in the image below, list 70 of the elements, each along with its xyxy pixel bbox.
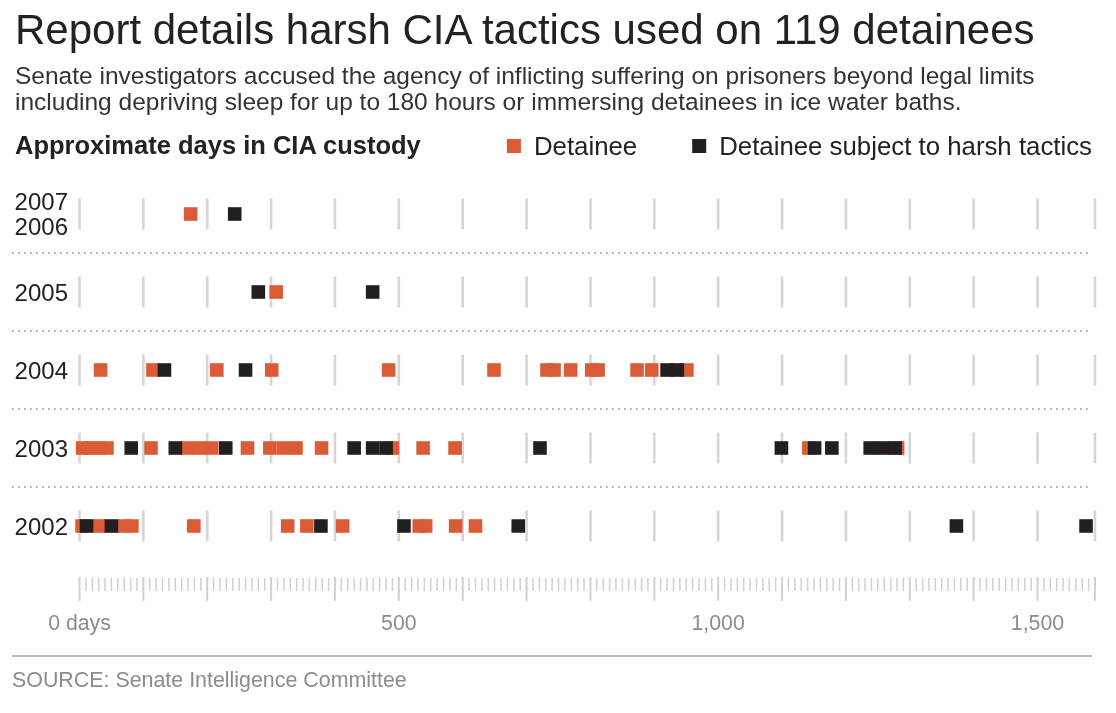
point: [276, 441, 291, 455]
x-tick-label: 1,000: [691, 611, 745, 635]
point: [448, 441, 462, 455]
point: [335, 519, 350, 533]
point: [379, 441, 393, 455]
point: [238, 363, 253, 377]
y-tick-label: 2007 2006: [14, 188, 68, 240]
point: [397, 519, 411, 533]
point: [563, 363, 578, 377]
point: [949, 519, 964, 533]
point: [630, 363, 644, 377]
point: [251, 285, 266, 299]
point: [365, 441, 380, 455]
point: [240, 441, 255, 455]
point: [365, 285, 380, 299]
y-tick-label: 2004: [14, 356, 68, 384]
point: [533, 441, 547, 455]
point: [187, 519, 201, 533]
point: [192, 441, 207, 455]
chart-subtitle: Senate investigators accused the agency of inflicting suffering on prisoners beyond legal limits including depriving sleep for up to 180 hours or immersing detainees in ice water baths.: [15, 62, 1035, 115]
point: [280, 519, 295, 533]
point: [168, 441, 183, 455]
point: [591, 363, 605, 377]
point: [183, 207, 198, 221]
source-note: SOURCE: Senate Intelligence Committee: [12, 668, 407, 692]
point: [418, 519, 433, 533]
point: [79, 519, 94, 533]
y-tick-label: 2003: [14, 434, 68, 462]
legend-label: Detainee: [533, 132, 638, 160]
point: [125, 519, 139, 533]
point: [547, 363, 561, 377]
point: [863, 441, 877, 455]
y-tick-label: 2002: [14, 512, 68, 540]
legend-label: Detainee subject to harsh tactics: [719, 132, 1093, 160]
point: [157, 363, 172, 377]
point: [104, 519, 119, 533]
point: [670, 363, 685, 377]
point: [314, 519, 328, 533]
point: [300, 519, 314, 533]
point: [269, 285, 284, 299]
point: [204, 441, 219, 455]
point: [807, 441, 822, 455]
point: [210, 363, 224, 377]
y-tick-label: 2005: [14, 278, 68, 306]
x-axis-title: Approximate days in CIA custody: [15, 131, 422, 159]
point: [416, 441, 430, 455]
point: [511, 519, 526, 533]
point: [487, 363, 501, 377]
point: [314, 441, 329, 455]
point: [264, 363, 279, 377]
point: [144, 441, 158, 455]
point: [263, 441, 277, 455]
point: [218, 441, 233, 455]
x-tick-label: 1,500: [1010, 611, 1065, 635]
point: [347, 441, 361, 455]
x-tick-label: 500: [381, 611, 417, 635]
chart-title: Report details harsh CIA tactics used on 119 detainees: [15, 6, 1035, 53]
point: [124, 441, 139, 455]
point: [468, 519, 483, 533]
point: [93, 363, 108, 377]
point: [227, 207, 242, 221]
x-tick-label: 0 days: [48, 611, 111, 635]
point: [100, 441, 114, 455]
point: [825, 441, 839, 455]
point: [448, 519, 463, 533]
point: [644, 363, 659, 377]
point: [1079, 519, 1093, 533]
point: [381, 363, 396, 377]
point: [289, 441, 303, 455]
point: [774, 441, 789, 455]
